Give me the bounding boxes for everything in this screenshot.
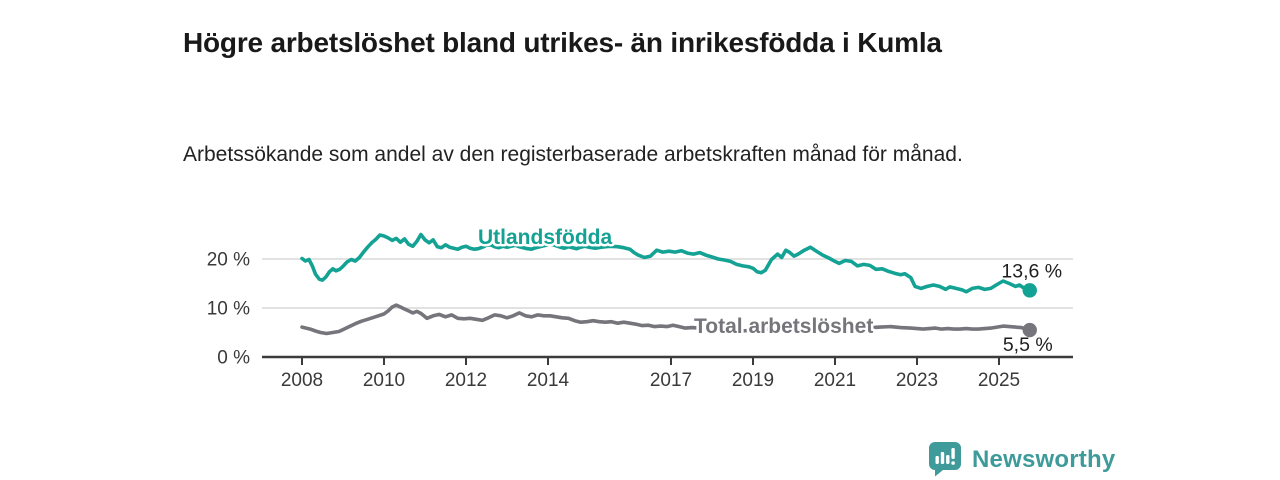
x-tick-label: 2008 [281, 370, 323, 391]
series-line-total-arbetsloshet [300, 303, 1032, 336]
page-subtitle: Arbetssökande som andel av den registerb… [183, 143, 963, 166]
y-tick-label: 10 % [207, 299, 250, 320]
series-end-dot-total-arbetsloshet [1022, 322, 1037, 338]
newsworthy-logo: Newsworthy [929, 442, 1115, 477]
y-tick-label: 0 % [217, 348, 250, 369]
y-tick-label: 20 % [207, 250, 250, 271]
x-tick-label: 2014 [527, 370, 570, 391]
x-tick-label: 2023 [896, 370, 938, 391]
x-tick-label: 2010 [363, 370, 405, 391]
newsworthy-wordmark: Newsworthy [972, 445, 1116, 473]
unemployment-line-chart: 2008 2010 2012 2014 2017 2019 2021 2023 2025 0 % 1… [207, 224, 1073, 391]
x-tick-label: 2017 [650, 370, 692, 391]
series-end-value-total-arbetsloshet: 5,5 % [1003, 334, 1053, 356]
series-label-utlandsfodda: Utlandsfödda [478, 226, 612, 249]
page-title: Högre arbetslöshet bland utrikes- än inr… [183, 26, 942, 58]
series-end-dot-utlandsfodda [1022, 283, 1037, 298]
series-line-utlandsfodda [300, 232, 1032, 294]
bar-chart-speech-bubble-icon [929, 442, 961, 477]
series-label-total-arbetsloshet: Total arbetslöshet [694, 315, 873, 338]
x-tick-label: 2019 [732, 370, 774, 391]
series-end-value-utlandsfodda: 13,6 % [1001, 260, 1062, 282]
x-tick-label: 2012 [445, 370, 487, 391]
x-tick-label: 2025 [978, 370, 1020, 391]
x-tick-label: 2021 [814, 370, 856, 391]
